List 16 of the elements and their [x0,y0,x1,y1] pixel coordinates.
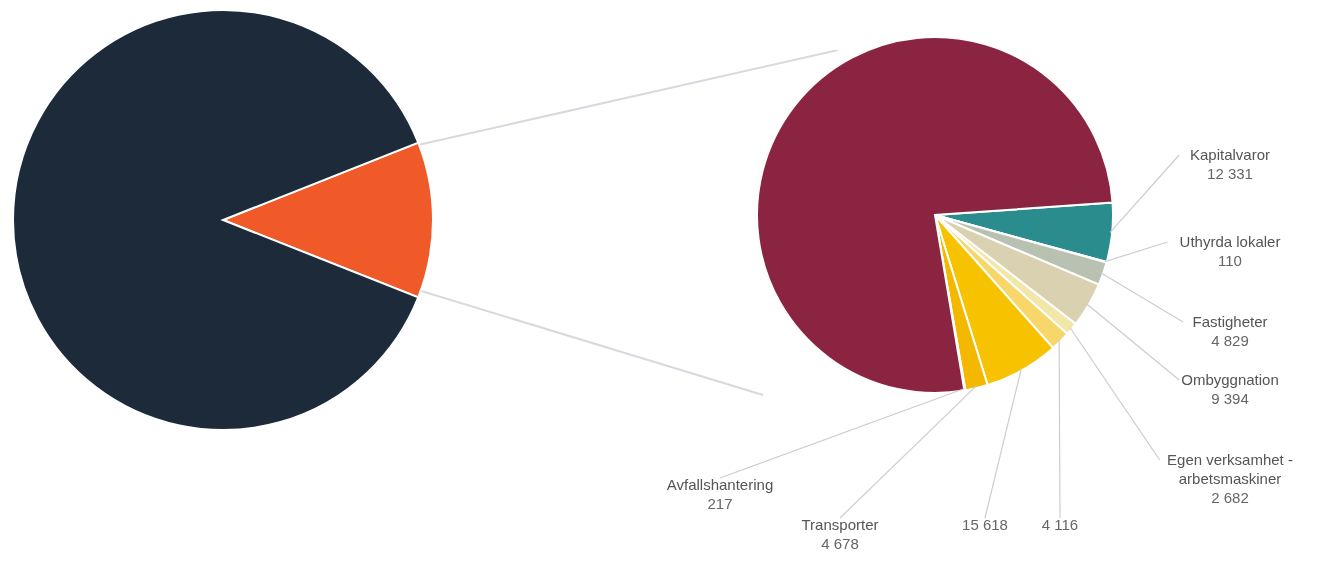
data-label: 12 331 [1207,165,1253,182]
slice-label: Egen verksamhet - arbetsmaskiner [1167,451,1293,487]
data-label: 2 682 [1211,489,1249,506]
slice-label: Transporter [801,516,879,533]
data-label: 4 678 [821,535,859,552]
data-label: 110 [1218,252,1242,269]
data-label: 217 [707,495,733,512]
slice-label: Ombyggnation [1181,371,1279,388]
data-label: 4 116 [1041,516,1079,533]
slice-label: Fastigheter [1192,313,1268,330]
data-label: 15 618 [962,516,1008,533]
slice-label: Uthyrda lokaler [1179,233,1281,250]
slice-label: Kapitalvaror [1189,146,1271,163]
slice-label: Avfallshantering [666,476,774,493]
data-label: 9 394 [1211,390,1249,407]
data-label: 4 829 [1211,332,1249,349]
